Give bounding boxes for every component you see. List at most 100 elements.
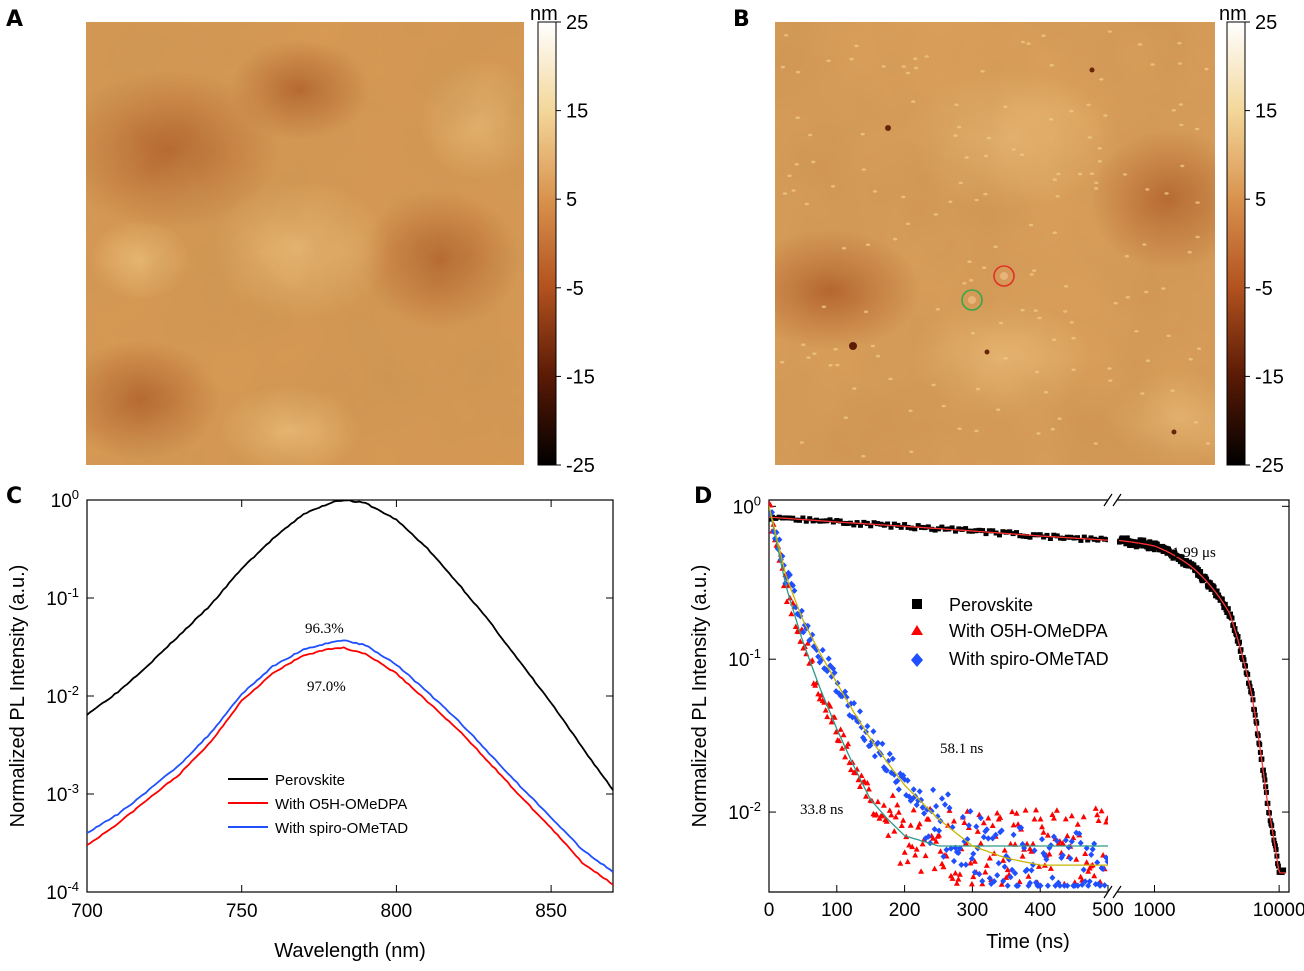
spiro-point [789, 582, 796, 589]
afm-grain-dot [794, 163, 799, 166]
spiro-point [986, 875, 993, 882]
spiro-point [1058, 854, 1065, 861]
spiro-point [1030, 861, 1036, 868]
spiro-point [967, 808, 974, 815]
spiro-point [809, 631, 816, 638]
afm-grain-dot [913, 66, 919, 70]
perovskite-point [1030, 532, 1036, 538]
perovskite-point [939, 524, 945, 530]
chart-d-frame-right [1117, 499, 1290, 893]
afm-grain-dot [849, 57, 854, 61]
perovskite-point [929, 526, 935, 532]
spiro-point [842, 688, 849, 695]
o5h-point [980, 819, 987, 826]
afm-grain-dot [1137, 43, 1143, 46]
o5h-point [970, 873, 977, 880]
perovskite-point [803, 518, 809, 524]
spiro-point [1059, 852, 1066, 859]
o5h-point [891, 828, 898, 834]
afm-grain-dot [1050, 427, 1056, 431]
perovskite-point [885, 521, 891, 527]
perovskite-point [868, 523, 874, 529]
afm-grain-dot [970, 332, 976, 335]
o5h-point [971, 858, 978, 864]
perovskite-point [1017, 533, 1023, 539]
perovskite-point [807, 516, 813, 522]
o5h-point [1010, 821, 1017, 828]
afm-b-grain-dots [780, 30, 1211, 458]
o5h-point [888, 811, 895, 818]
spiro-point [1031, 847, 1038, 854]
afm-grain-dot [1205, 442, 1211, 445]
o5h-point [874, 798, 881, 805]
afm-grain-dot [962, 282, 967, 285]
chart-c-xtick-label: 700 [71, 901, 103, 922]
o5h-point [1025, 873, 1032, 879]
o5h-point [845, 740, 852, 747]
chart-d-ylabel: Normalized PL Intensity (a.u.) [689, 565, 711, 828]
spiro-point [936, 827, 942, 834]
afm-grain-dot [1036, 432, 1041, 435]
chart-c-series-line [87, 646, 613, 886]
afm-grain-dot [863, 310, 869, 314]
spiro-point [992, 831, 999, 839]
spiro-point [956, 845, 963, 852]
o5h-point [1037, 816, 1044, 822]
afm-grain-dot [821, 305, 827, 309]
o5h-point [1036, 863, 1042, 869]
o5h-point [804, 640, 811, 646]
chart-c-ytick-label: 10-3 [46, 781, 79, 806]
spiro-point [836, 690, 843, 697]
o5h-point [910, 806, 917, 813]
o5h-point [1001, 847, 1008, 853]
perovskite-point [1141, 537, 1147, 543]
o5h-point [951, 818, 957, 824]
chart-d-frame-left [768, 499, 1108, 893]
spiro-point [786, 571, 793, 579]
o5h-point [1040, 829, 1047, 835]
perovskite-point [990, 528, 996, 534]
spiro-point [933, 803, 940, 810]
spiro-point [816, 659, 823, 666]
spiro-point [913, 801, 920, 809]
perovskite-fit-line-right [1119, 539, 1287, 874]
o5h-point [1003, 874, 1010, 880]
o5h-point [1019, 853, 1026, 859]
afm-grain-dot [1003, 105, 1008, 109]
afm-grain-dot [956, 125, 962, 129]
colorbar-tick-label: -5 [1255, 278, 1273, 300]
chart-c-series-line [87, 639, 613, 873]
spiro-point [825, 655, 832, 662]
perovskite-point [844, 521, 850, 526]
spiro-point [867, 742, 874, 749]
spiro-point [864, 723, 871, 730]
colorbar-tick-label: -15 [566, 366, 595, 388]
afm-grain-dot [1056, 172, 1061, 176]
o5h-point [837, 726, 844, 732]
chart-d-xtick-label: 1000 [1133, 900, 1175, 921]
afm-grain-dot [811, 160, 816, 164]
afm-grain-dot [1150, 63, 1155, 66]
o5h-point [906, 842, 913, 848]
afm-grain-dot [1180, 164, 1185, 168]
spiro-point [983, 826, 990, 833]
afm-grain-dot [996, 408, 1001, 412]
o5h-point [1039, 823, 1045, 830]
colorbar-unit: nm [530, 3, 558, 25]
afm-grain-dot [909, 450, 914, 454]
o5h-point [919, 840, 926, 847]
spiro-point [849, 714, 856, 721]
o5h-point [968, 880, 975, 887]
spiro-point [994, 872, 1001, 879]
o5h-point [915, 824, 922, 830]
spiro-point [1009, 866, 1016, 874]
o5h-point [836, 737, 843, 744]
spiro-point [851, 700, 857, 707]
perovskite-point [793, 517, 799, 523]
legend-label-o5h: With O5H-OMeDPA [275, 796, 407, 813]
spiro-point [982, 828, 989, 835]
o5h-point [913, 846, 920, 852]
perovskite-point [908, 525, 914, 531]
afm-grain-dot [872, 190, 878, 193]
perovskite-point [1078, 537, 1084, 543]
